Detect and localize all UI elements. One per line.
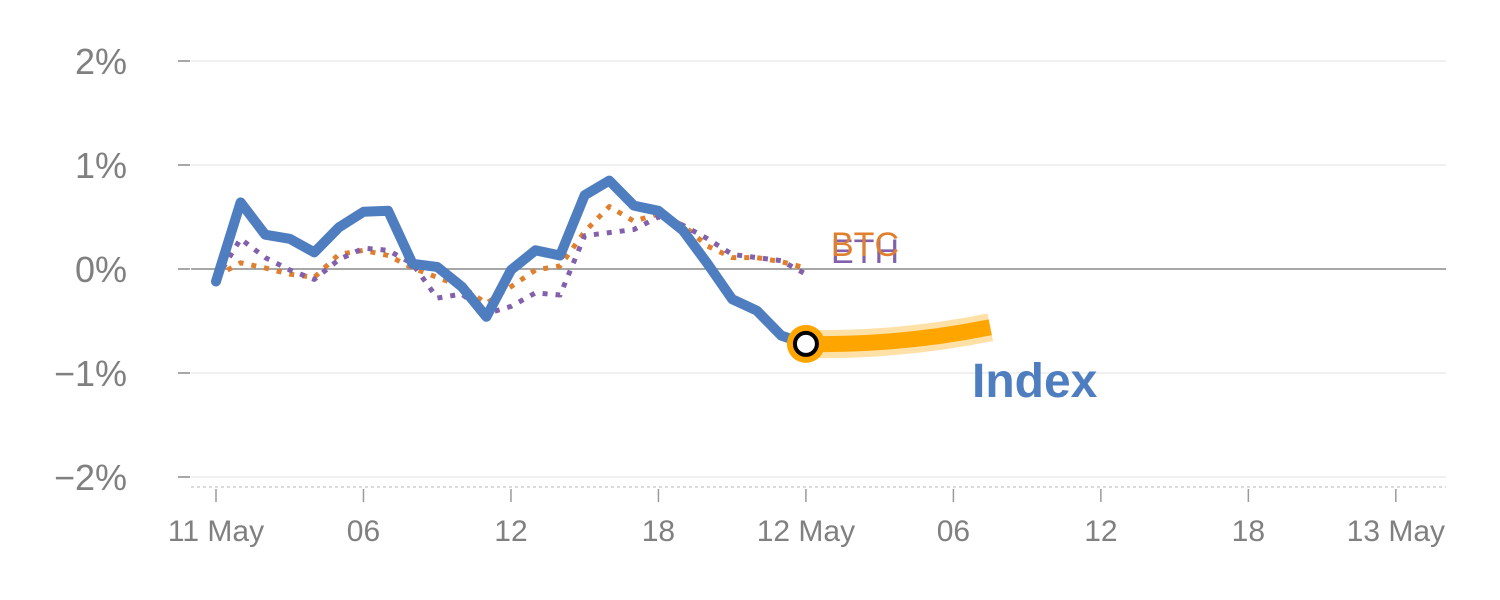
index-projection [805, 313, 994, 359]
gridlines [191, 60, 1446, 478]
x-tick-label: 06 [347, 515, 380, 548]
btc-line [214, 204, 807, 306]
y-tick-label: −2% [54, 457, 127, 498]
projection-band [805, 319, 992, 353]
y-axis-ticks: 2% 1% 0% −1% −2% [54, 41, 190, 498]
btc-series-label: BTC [831, 226, 899, 264]
x-tick-label: 12 [1084, 515, 1117, 548]
current-value-marker [786, 324, 825, 363]
y-tick-label: −1% [54, 353, 127, 394]
current-marker [792, 330, 819, 357]
x-tick-label: 12 May [757, 515, 855, 548]
eth-series-label: ETH [831, 233, 899, 271]
x-tick-label: 12 [494, 515, 527, 548]
x-tick-label: 13 May [1347, 515, 1445, 548]
x-tick-label: 18 [642, 515, 675, 548]
index-line [211, 175, 811, 349]
x-tick-label: 11 May [168, 515, 264, 548]
series-lines [211, 175, 811, 349]
x-axis-ticks: 11 May 06 12 18 12 May 06 12 18 13 May [168, 489, 1445, 548]
index-series-label: Index [972, 355, 1098, 408]
y-tick-label: 2% [75, 41, 127, 82]
y-tick-label: 1% [75, 145, 127, 186]
eth-line [213, 214, 808, 317]
y-tick-label: 0% [75, 249, 127, 290]
x-tick-label: 06 [937, 515, 970, 548]
x-tick-label: 18 [1232, 515, 1265, 548]
